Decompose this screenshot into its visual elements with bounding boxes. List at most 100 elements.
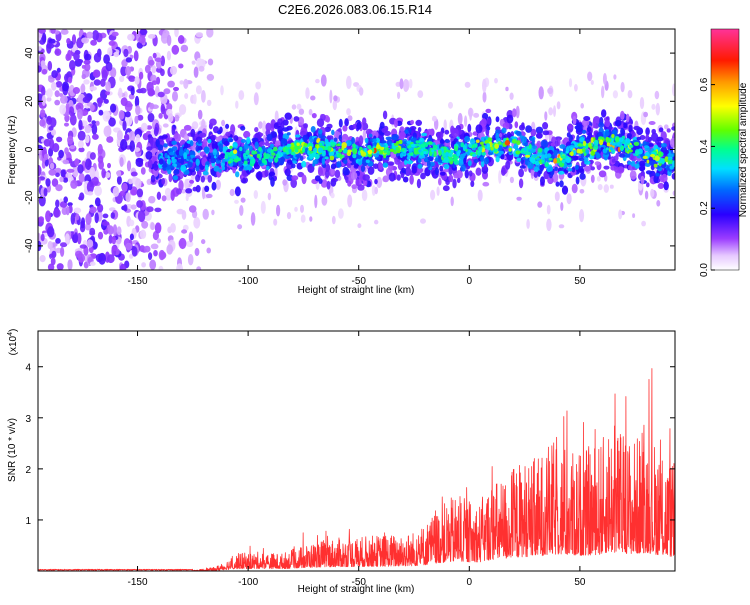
heatmap-cell: [291, 175, 299, 181]
heatmap-cell: [180, 157, 185, 165]
heatmap-cell: [243, 130, 251, 139]
heatmap-cell: [547, 87, 553, 95]
heatmap-cell: [352, 148, 358, 155]
heatmap-cell: [77, 232, 82, 245]
heatmap-cell: [111, 245, 118, 252]
heatmap-cell: [598, 136, 604, 140]
snr-scale-label: (x104): [7, 329, 19, 356]
heatmap-cell: [643, 111, 648, 118]
heatmap-cell: [383, 150, 387, 154]
heatmap-cell: [128, 253, 134, 259]
heatmap-cell: [91, 120, 96, 125]
spectrogram-xtick-label: -150: [128, 276, 148, 287]
heatmap-cell: [473, 112, 480, 118]
heatmap-cell: [184, 142, 189, 149]
heatmap-cell: [198, 132, 207, 138]
heatmap-cell: [186, 155, 191, 160]
heatmap-cell: [202, 138, 207, 147]
spectrogram-xlabel: Height of straight line (km): [298, 285, 415, 296]
heatmap-cell: [352, 123, 357, 129]
heatmap-cell: [338, 118, 343, 128]
heatmap-cell: [48, 169, 57, 176]
heatmap-cell: [207, 138, 212, 144]
heatmap-cell: [181, 229, 188, 234]
heatmap-cell: [297, 116, 305, 126]
heatmap-cell: [475, 124, 483, 134]
heatmap-cell: [169, 151, 175, 156]
heatmap-cell: [60, 169, 66, 178]
heatmap-cell: [168, 173, 173, 183]
colorbar: 0.0 0.2 0.4 0.6 Normalized spectral amplitu…: [699, 28, 749, 277]
heatmap-cell: [361, 189, 368, 202]
heatmap-cell: [211, 209, 215, 216]
heatmap-cell: [75, 213, 80, 221]
heatmap-cell: [556, 101, 561, 110]
heatmap-cell: [166, 50, 171, 61]
heatmap-cell: [371, 185, 376, 196]
heatmap-cell: [342, 149, 348, 154]
heatmap-cell: [42, 32, 47, 43]
heatmap-cell: [558, 170, 565, 175]
heatmap-cell: [145, 151, 153, 160]
heatmap-cell: [634, 149, 640, 156]
heatmap-cell: [130, 87, 135, 96]
heatmap-cell: [195, 158, 200, 166]
heatmap-cell: [135, 105, 141, 116]
heatmap-cell: [274, 165, 278, 179]
heatmap-cell: [97, 143, 103, 155]
heatmap-cell: [261, 157, 266, 164]
heatmap-cell: [655, 102, 660, 116]
heatmap-cell: [113, 51, 120, 58]
heatmap-cell: [494, 77, 498, 84]
heatmap-cell: [615, 136, 621, 143]
heatmap-cell: [542, 140, 549, 148]
heatmap-cell: [293, 116, 300, 122]
heatmap-cell: [347, 194, 353, 208]
heatmap-cell: [472, 153, 476, 158]
heatmap-cell: [532, 145, 537, 150]
heatmap-cell: [464, 81, 471, 88]
heatmap-cell: [43, 153, 49, 160]
heatmap-cell: [583, 116, 591, 121]
heatmap-cell: [67, 259, 73, 270]
heatmap-cell: [593, 144, 599, 150]
heatmap-cell: [664, 150, 669, 155]
heatmap-cell: [574, 84, 578, 92]
heatmap-cell: [195, 145, 200, 152]
heatmap-cell: [125, 242, 133, 251]
heatmap-cell: [112, 186, 120, 197]
heatmap-cell: [298, 108, 305, 115]
heatmap-cell: [119, 75, 125, 83]
heatmap-cell: [307, 142, 313, 148]
heatmap-cell: [236, 150, 241, 158]
heatmap-cell: [286, 150, 289, 155]
heatmap-cell: [210, 134, 215, 141]
spectrogram-xtick-label: -100: [238, 276, 258, 287]
heatmap-cell: [224, 154, 229, 160]
heatmap-cell: [445, 151, 450, 157]
heatmap-cell: [129, 130, 136, 143]
heatmap-cell: [78, 147, 85, 153]
heatmap-cell: [632, 213, 636, 219]
snr-scale-suffix: ): [8, 329, 19, 332]
heatmap-cell: [124, 111, 131, 118]
heatmap-cell: [227, 161, 232, 164]
heatmap-cell: [362, 157, 366, 165]
heatmap-cell: [228, 138, 234, 143]
heatmap-cell: [401, 147, 405, 152]
heatmap-cell: [286, 174, 294, 181]
heatmap-cell: [553, 105, 556, 117]
heatmap-cell: [572, 115, 577, 125]
heatmap-cell: [480, 156, 485, 162]
heatmap-cell: [101, 168, 106, 179]
heatmap-cell: [166, 103, 173, 111]
heatmap-cell: [254, 141, 259, 149]
heatmap-cell: [467, 160, 472, 167]
heatmap-cell: [566, 168, 573, 172]
heatmap-cell: [215, 179, 221, 190]
colorbar-label: Normalized spectral amplitude: [738, 82, 749, 217]
heatmap-cell: [65, 102, 70, 114]
heatmap-cell: [234, 186, 241, 197]
heatmap-cell: [554, 166, 558, 171]
